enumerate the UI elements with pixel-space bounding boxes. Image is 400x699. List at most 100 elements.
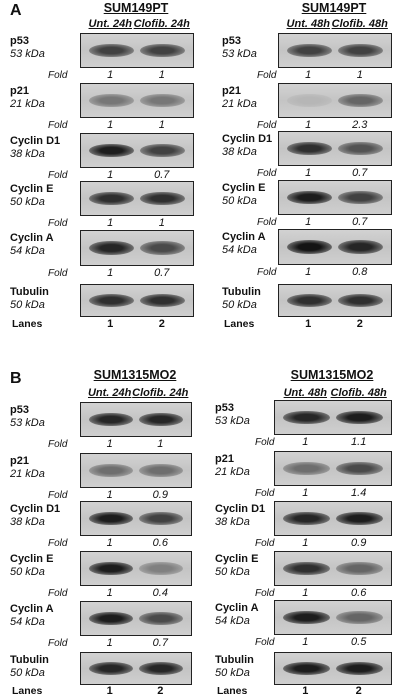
blot-strip-tubulin bbox=[80, 652, 192, 685]
protein-label-tubulin: Tubulin bbox=[10, 286, 49, 298]
fold-value: 1 bbox=[107, 267, 114, 279]
lane-number: 1 bbox=[107, 318, 114, 330]
fold-label: Fold bbox=[257, 168, 277, 179]
fold-value: 2.3 bbox=[352, 119, 368, 131]
fold-value: 0.7 bbox=[154, 267, 170, 279]
molecular-weight-label: 50 kDa bbox=[10, 299, 45, 311]
lanes-label: Lanes bbox=[12, 685, 43, 697]
condition-label: Unt. 24h bbox=[88, 18, 132, 30]
molecular-weight-label: 50 kDa bbox=[222, 195, 257, 207]
fold-value: 1 bbox=[107, 69, 114, 81]
fold-label: Fold bbox=[257, 217, 277, 228]
fold-value: 1 bbox=[107, 119, 114, 131]
molecular-weight-label: 50 kDa bbox=[10, 667, 45, 679]
protein-band bbox=[336, 561, 383, 576]
fold-value: 0.5 bbox=[351, 636, 367, 648]
protein-band bbox=[286, 141, 332, 156]
blot-strip-cyclin-d1 bbox=[80, 133, 194, 168]
protein-band bbox=[140, 143, 186, 158]
protein-label-cyclin-d1: Cyclin D1 bbox=[222, 133, 273, 145]
protein-band bbox=[336, 661, 383, 675]
fold-value: 0.9 bbox=[351, 537, 367, 549]
protein-band bbox=[286, 43, 332, 58]
fold-label: Fold bbox=[48, 70, 68, 81]
fold-value: 1 bbox=[305, 216, 312, 228]
fold-label: Fold bbox=[255, 488, 275, 499]
blot-strip-cyclin-e bbox=[80, 181, 194, 216]
fold-value: 1.1 bbox=[351, 436, 367, 448]
blot-strip-tubulin bbox=[274, 652, 392, 685]
protein-band bbox=[88, 611, 133, 626]
lane-number: 2 bbox=[158, 318, 165, 330]
protein-band bbox=[338, 141, 384, 156]
protein-label-p21: p21 bbox=[215, 453, 234, 465]
blot-strip-cyclin-a bbox=[278, 229, 392, 265]
blot-strip-p21 bbox=[274, 451, 392, 486]
fold-label: Fold bbox=[48, 120, 68, 131]
molecular-weight-label: 38 kDa bbox=[10, 148, 45, 160]
cell-line-title: SUM149PT bbox=[103, 1, 169, 15]
blot-strip-p53 bbox=[80, 33, 194, 68]
protein-label-cyclin-a: Cyclin A bbox=[222, 231, 266, 243]
molecular-weight-label: 50 kDa bbox=[10, 196, 45, 208]
protein-band bbox=[283, 461, 330, 476]
fold-value: 1 bbox=[106, 587, 113, 599]
molecular-weight-label: 50 kDa bbox=[215, 566, 250, 578]
molecular-weight-label: 53 kDa bbox=[215, 415, 250, 427]
blot-strip-p21 bbox=[80, 453, 192, 488]
blot-strip-cyclin-e bbox=[80, 551, 192, 586]
protein-band bbox=[88, 240, 134, 256]
molecular-weight-label: 38 kDa bbox=[215, 516, 250, 528]
fold-label: Fold bbox=[48, 218, 68, 229]
blot-strip-tubulin bbox=[278, 284, 392, 317]
protein-band bbox=[283, 410, 330, 425]
protein-band bbox=[139, 463, 184, 478]
protein-band bbox=[338, 190, 384, 205]
protein-label-cyclin-a: Cyclin A bbox=[10, 603, 54, 615]
protein-band bbox=[139, 412, 184, 427]
fold-value: 1 bbox=[158, 119, 165, 131]
condition-label: Clofib. 48h bbox=[330, 387, 387, 399]
fold-label: Fold bbox=[48, 268, 68, 279]
molecular-weight-label: 21 kDa bbox=[10, 468, 45, 480]
protein-band bbox=[88, 463, 133, 478]
protein-label-cyclin-d1: Cyclin D1 bbox=[215, 503, 266, 515]
fold-value: 0.7 bbox=[352, 167, 368, 179]
molecular-weight-label: 54 kDa bbox=[222, 244, 257, 256]
fold-value: 0.7 bbox=[352, 216, 368, 228]
protein-band bbox=[336, 410, 383, 425]
protein-label-p21: p21 bbox=[222, 85, 241, 97]
protein-band bbox=[286, 93, 332, 108]
protein-band bbox=[338, 93, 384, 108]
protein-band bbox=[338, 43, 384, 58]
protein-band bbox=[336, 610, 383, 625]
blot-strip-p21 bbox=[278, 83, 392, 118]
blot-strip-cyclin-a bbox=[80, 230, 194, 266]
protein-label-p21: p21 bbox=[10, 455, 29, 467]
panel-letter: B bbox=[10, 370, 22, 387]
protein-band bbox=[283, 511, 330, 526]
lanes-label: Lanes bbox=[217, 685, 248, 697]
protein-label-cyclin-e: Cyclin E bbox=[10, 183, 54, 195]
protein-label-cyclin-a: Cyclin A bbox=[10, 232, 54, 244]
protein-band bbox=[139, 511, 184, 526]
protein-label-tubulin: Tubulin bbox=[222, 286, 261, 298]
protein-band bbox=[286, 190, 332, 205]
fold-value: 1 bbox=[305, 266, 312, 278]
blot-strip-cyclin-e bbox=[274, 551, 392, 586]
fold-value: 1 bbox=[302, 537, 309, 549]
protein-label-cyclin-e: Cyclin E bbox=[215, 553, 259, 565]
fold-label: Fold bbox=[255, 538, 275, 549]
fold-value: 1 bbox=[107, 169, 114, 181]
fold-value: 1 bbox=[158, 217, 165, 229]
molecular-weight-label: 50 kDa bbox=[215, 667, 250, 679]
protein-band bbox=[283, 661, 330, 675]
protein-band bbox=[286, 293, 332, 307]
blot-strip-p53 bbox=[274, 400, 392, 435]
fold-value: 0.9 bbox=[152, 489, 168, 501]
protein-band bbox=[140, 293, 186, 307]
lane-number: 1 bbox=[106, 685, 113, 697]
condition-label: Unt. 24h bbox=[87, 387, 132, 399]
molecular-weight-label: 38 kDa bbox=[10, 516, 45, 528]
blot-strip-cyclin-d1 bbox=[274, 501, 392, 536]
